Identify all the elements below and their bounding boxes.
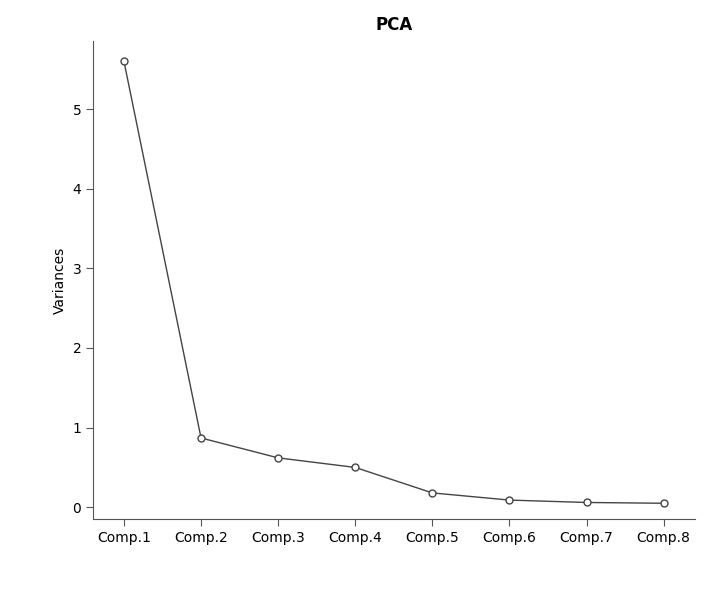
Title: PCA: PCA bbox=[375, 16, 412, 34]
Y-axis label: Variances: Variances bbox=[53, 247, 67, 314]
